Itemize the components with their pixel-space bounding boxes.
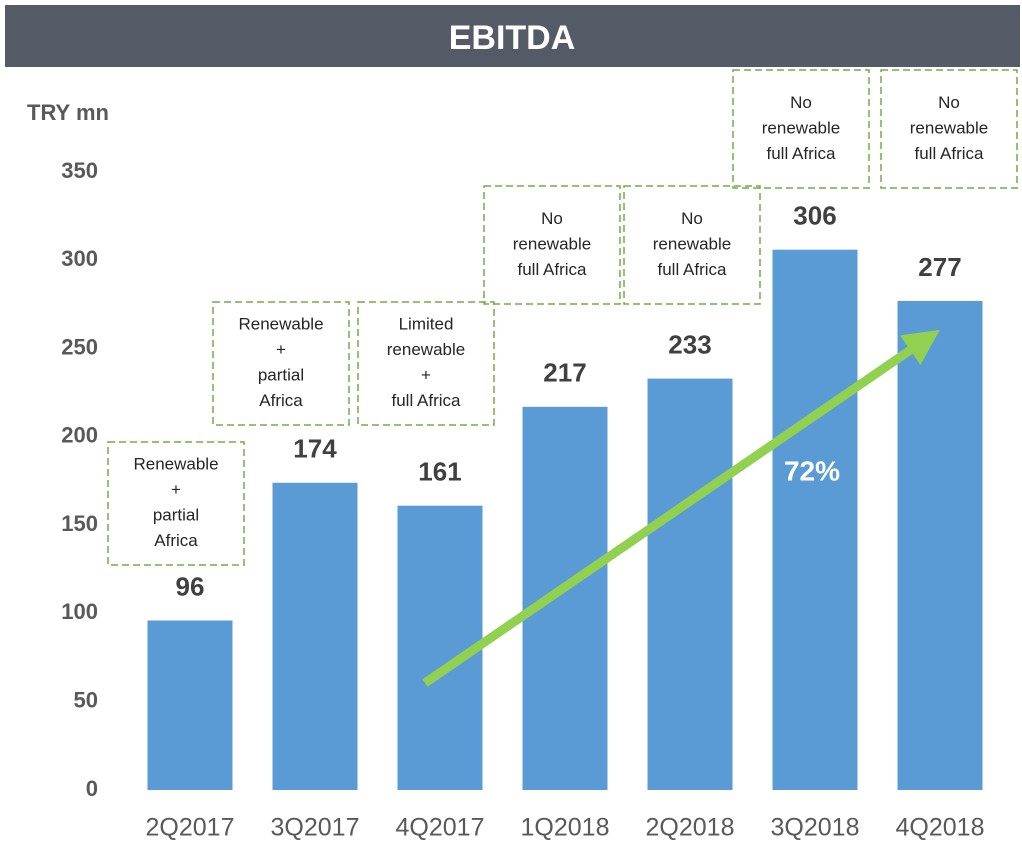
annotation-box	[107, 441, 245, 566]
annotation-box	[483, 185, 621, 305]
value-label: 161	[418, 457, 461, 487]
annotation-text: Renewable	[133, 455, 218, 474]
annotation-text: partial	[153, 506, 199, 525]
y-tick-label: 150	[61, 511, 98, 536]
x-tick-label: 4Q2017	[396, 814, 485, 842]
value-label: 96	[176, 571, 205, 601]
annotation-text: Renewable	[238, 315, 323, 334]
y-tick-label: 350	[61, 158, 98, 183]
value-label: 174	[293, 434, 337, 464]
annotation-text: No	[681, 209, 703, 228]
y-tick-label: 200	[61, 423, 98, 448]
annotation-text: full Africa	[915, 144, 985, 163]
bar	[772, 249, 858, 791]
bar	[147, 620, 233, 790]
annotation-text: renewable	[762, 118, 840, 137]
value-label: 217	[543, 358, 586, 388]
annotation-text: renewable	[910, 118, 988, 137]
annotation-box	[732, 69, 870, 189]
value-label: 233	[668, 329, 711, 359]
annotation-text: Africa	[259, 391, 303, 410]
y-tick-label: 300	[61, 246, 98, 271]
y-tick-label: 50	[74, 688, 98, 713]
annotation-text: renewable	[513, 234, 591, 253]
title-bar	[5, 5, 1020, 67]
annotation-text: No	[938, 93, 960, 112]
annotation-box	[623, 185, 761, 305]
bar	[272, 482, 358, 790]
bar	[897, 300, 983, 790]
annotation-box	[212, 301, 350, 426]
annotation-text: full Africa	[658, 260, 728, 279]
x-tick-label: 4Q2018	[896, 814, 985, 842]
annotation-text: renewable	[653, 234, 731, 253]
annotation-text: partial	[258, 366, 304, 385]
value-label: 277	[918, 252, 961, 282]
x-tick-label: 3Q2017	[271, 814, 360, 842]
annotation-box	[357, 301, 495, 426]
annotation-text: full Africa	[767, 144, 837, 163]
annotation-text: +	[276, 340, 286, 359]
annotation-text: No	[790, 93, 812, 112]
y-tick-label: 0	[86, 776, 98, 801]
chart-title: EBITDA	[449, 19, 576, 57]
value-label: 306	[793, 201, 836, 231]
x-tick-label: 2Q2018	[646, 814, 735, 842]
y-tick-label: 250	[61, 334, 98, 359]
annotation-text: +	[421, 366, 431, 385]
y-axis-label: TRY mn	[27, 100, 109, 125]
growth-label: 72%	[784, 455, 840, 486]
x-tick-label: 1Q2018	[521, 814, 610, 842]
bar	[522, 406, 608, 790]
annotation-text: No	[541, 209, 563, 228]
annotation-text: full Africa	[392, 391, 462, 410]
annotation-text: Limited	[399, 315, 454, 334]
annotation-text: full Africa	[518, 260, 588, 279]
bar	[647, 378, 733, 790]
annotation-text: Africa	[154, 531, 198, 550]
annotation-text: renewable	[387, 340, 465, 359]
growth-arrow	[422, 329, 940, 687]
annotation-box	[880, 69, 1018, 189]
y-tick-label: 100	[61, 599, 98, 624]
x-tick-label: 2Q2017	[146, 814, 235, 842]
x-tick-label: 3Q2018	[771, 814, 860, 842]
annotation-text: +	[171, 480, 181, 499]
